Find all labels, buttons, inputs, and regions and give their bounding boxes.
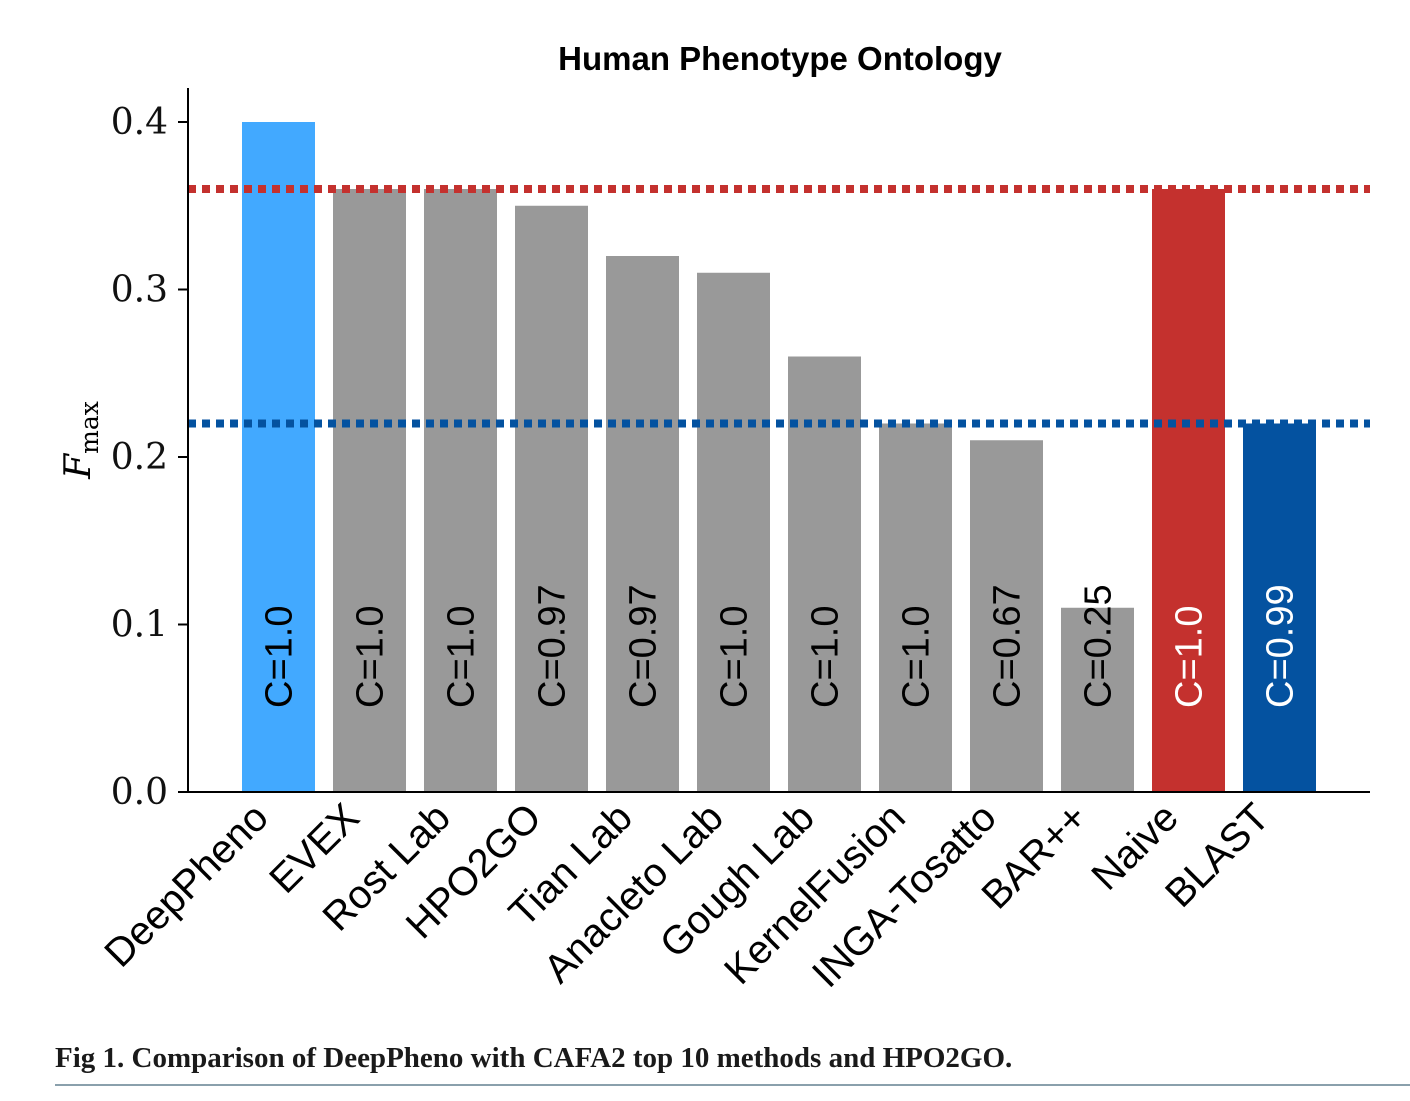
bar-value-label: C=1.0 (259, 606, 301, 708)
bar-value-label: C=0.97 (623, 584, 665, 708)
bar-bar- (1061, 607, 1134, 792)
x-category-label: DeepPheno (96, 795, 277, 976)
bar-value-label: C=1.0 (805, 606, 847, 708)
bar-blast (1243, 423, 1316, 792)
bar-value-label: C=0.25 (1078, 584, 1120, 708)
bar-rost-lab (424, 189, 497, 792)
bars-layer (242, 122, 1316, 792)
y-axis-label: Fmax (58, 401, 104, 480)
y-tick-label: 0.0 (111, 772, 168, 813)
y-ticks-layer: 0.0 0.1 0.2 0.3 0.4 (111, 102, 188, 813)
y-axis-label-main: F (58, 452, 99, 480)
axes-layer (187, 88, 1370, 793)
bar-value-label: C=0.67 (987, 584, 1029, 708)
bar-labels-layer: C=1.0 C=1.0 C=1.0 C=0.97 C=0.97 C=1.0 C=1.0 C=1… (259, 584, 1302, 708)
reference-lines-layer (188, 185, 1370, 428)
chart-title: Human Phenotype Ontology (558, 40, 1002, 77)
bar-value-label: C=1.0 (350, 606, 392, 708)
y-tick-label: 0.3 (111, 270, 168, 311)
svg-text:Fmax: Fmax (58, 401, 104, 480)
y-axis-label-subscript: max (75, 401, 104, 454)
bar-inga-tosatto (970, 440, 1043, 792)
bar-value-label: C=1.0 (714, 606, 756, 708)
y-tick-label: 0.1 (111, 605, 168, 646)
bar-anacleto-lab (697, 272, 770, 792)
bar-hpo2go (515, 205, 588, 792)
bar-kernelfusion (879, 423, 952, 792)
bar-value-label: C=0.97 (532, 584, 574, 708)
bar-naive (1152, 189, 1225, 792)
y-tick-label: 0.2 (111, 437, 168, 478)
chart: Human Phenotype Ontology Fmax C=1.0 C=1.0… (58, 40, 1370, 996)
figure-caption: Fig 1. Comparison of DeepPheno with CAFA… (55, 1042, 1013, 1074)
bar-tian-lab (606, 256, 679, 792)
x-category-label: BLAST (1157, 795, 1278, 916)
bar-deeppheno (242, 122, 315, 792)
bar-value-label: C=0.99 (1260, 584, 1302, 708)
bar-value-label: C=1.0 (1169, 606, 1211, 708)
bar-value-label: C=1.0 (441, 606, 483, 708)
bar-value-label: C=1.0 (896, 606, 938, 708)
bar-evex (333, 189, 406, 792)
bar-gough-lab (788, 356, 861, 792)
caption-divider (55, 1084, 1410, 1086)
y-tick-label: 0.4 (111, 102, 168, 143)
